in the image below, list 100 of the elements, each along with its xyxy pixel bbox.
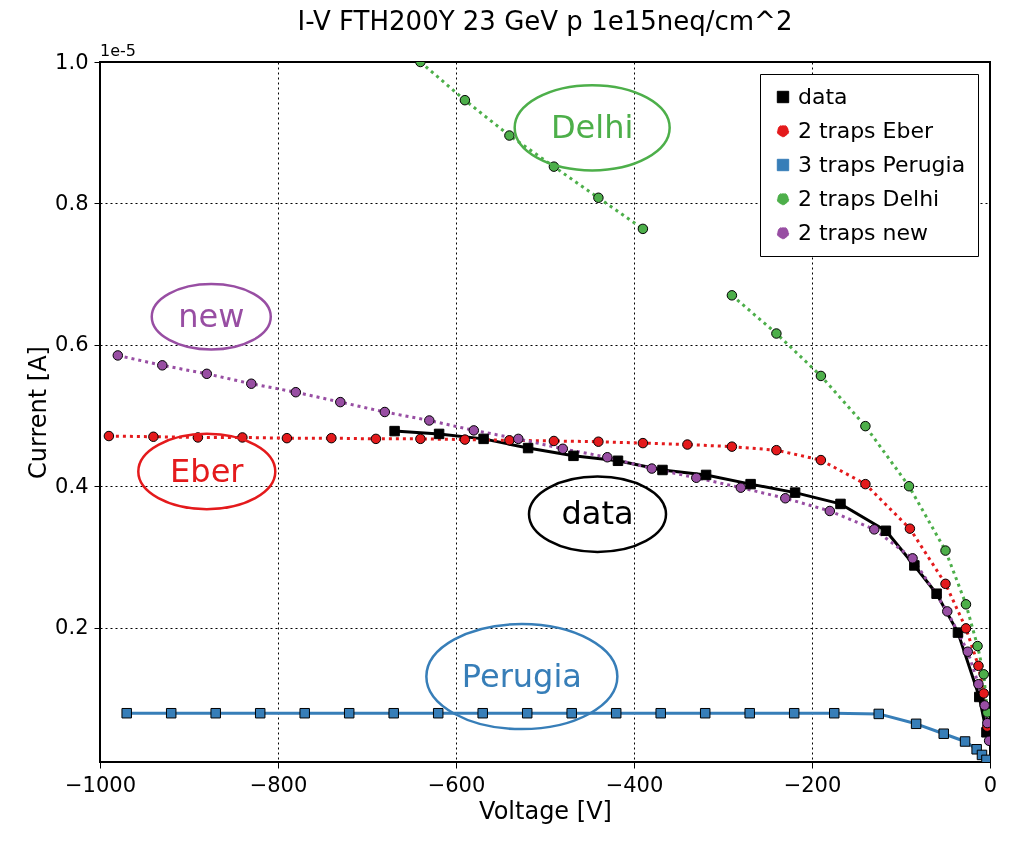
point xyxy=(566,707,577,719)
point xyxy=(682,439,693,450)
point xyxy=(655,707,666,719)
point xyxy=(938,728,949,739)
point xyxy=(824,505,836,517)
annotation: Eber xyxy=(170,451,245,490)
point xyxy=(815,454,827,466)
point xyxy=(829,707,840,719)
point xyxy=(326,432,337,444)
point xyxy=(726,441,738,452)
point xyxy=(907,553,918,564)
point xyxy=(343,707,355,719)
y-tick-label: 0.8 xyxy=(55,190,89,215)
point xyxy=(522,442,534,454)
point xyxy=(880,525,892,537)
point xyxy=(981,754,990,762)
point xyxy=(459,434,471,445)
point xyxy=(568,450,579,462)
point xyxy=(978,669,990,680)
point xyxy=(548,435,560,447)
point xyxy=(612,455,624,467)
point xyxy=(459,94,471,106)
point xyxy=(389,425,400,437)
point xyxy=(513,433,524,445)
x-tick-label: −200 xyxy=(783,772,842,797)
x-tick-label: 0 xyxy=(983,772,998,797)
point xyxy=(478,433,489,445)
annotation: new xyxy=(178,296,245,335)
point xyxy=(780,493,791,504)
point xyxy=(940,545,951,556)
point xyxy=(972,640,983,652)
point xyxy=(815,370,827,382)
point xyxy=(959,736,971,747)
point xyxy=(424,415,435,426)
point xyxy=(468,425,480,436)
point xyxy=(112,350,124,361)
point xyxy=(657,464,668,476)
point xyxy=(521,707,533,719)
point xyxy=(910,718,922,730)
point xyxy=(281,432,293,444)
point xyxy=(940,578,951,590)
point xyxy=(942,606,953,617)
annotation: data xyxy=(561,494,634,533)
legend-label: 3 traps Perugia xyxy=(798,152,966,177)
x-tick-label: −800 xyxy=(249,772,308,797)
x-tick-label: −1000 xyxy=(64,772,137,797)
point xyxy=(379,406,391,418)
point xyxy=(962,646,973,657)
point xyxy=(960,599,972,610)
point xyxy=(121,707,132,719)
chart-title: I-V FTH200Y 23 GeV p 1e15neq/cm^2 xyxy=(297,6,793,36)
point xyxy=(646,463,658,474)
point xyxy=(699,707,711,719)
point xyxy=(771,444,782,456)
point xyxy=(148,431,159,442)
point xyxy=(504,130,515,141)
point xyxy=(835,498,846,510)
point xyxy=(388,707,399,719)
x-axis-title: Voltage [V] xyxy=(479,796,612,825)
point xyxy=(904,523,916,534)
x-tick-label: −600 xyxy=(427,772,486,797)
point xyxy=(903,481,915,492)
point xyxy=(637,437,649,449)
point xyxy=(210,707,221,719)
legend-label: 2 traps Delhi xyxy=(798,186,940,211)
point xyxy=(201,368,213,380)
y-tick-label: 1.0 xyxy=(55,49,89,74)
annotation: Perugia xyxy=(461,656,582,695)
point xyxy=(745,478,756,490)
point xyxy=(246,378,257,389)
point xyxy=(593,436,604,447)
point xyxy=(860,420,871,432)
point xyxy=(433,428,445,440)
point xyxy=(290,386,302,398)
point xyxy=(299,707,310,719)
point xyxy=(744,707,755,719)
annotation: Delhi xyxy=(550,107,634,146)
point xyxy=(504,435,515,446)
point xyxy=(978,688,990,699)
point xyxy=(788,707,800,719)
point xyxy=(873,708,884,720)
point xyxy=(735,482,747,493)
point xyxy=(593,192,604,203)
y-axis-title: Current [A] xyxy=(24,346,53,479)
point xyxy=(979,700,990,711)
y-tick-label: 0.2 xyxy=(55,615,89,640)
point xyxy=(726,290,738,301)
point xyxy=(432,707,444,719)
point xyxy=(477,707,488,719)
point xyxy=(869,524,880,535)
point xyxy=(960,623,972,634)
legend-label: 2 traps Eber xyxy=(798,118,934,143)
point xyxy=(610,707,622,719)
point xyxy=(157,360,168,371)
point xyxy=(637,223,649,235)
point xyxy=(254,707,266,719)
point xyxy=(973,678,984,690)
point xyxy=(789,487,801,498)
text: 1e-5 xyxy=(100,41,136,60)
y-tick-label: 0.4 xyxy=(55,473,89,498)
